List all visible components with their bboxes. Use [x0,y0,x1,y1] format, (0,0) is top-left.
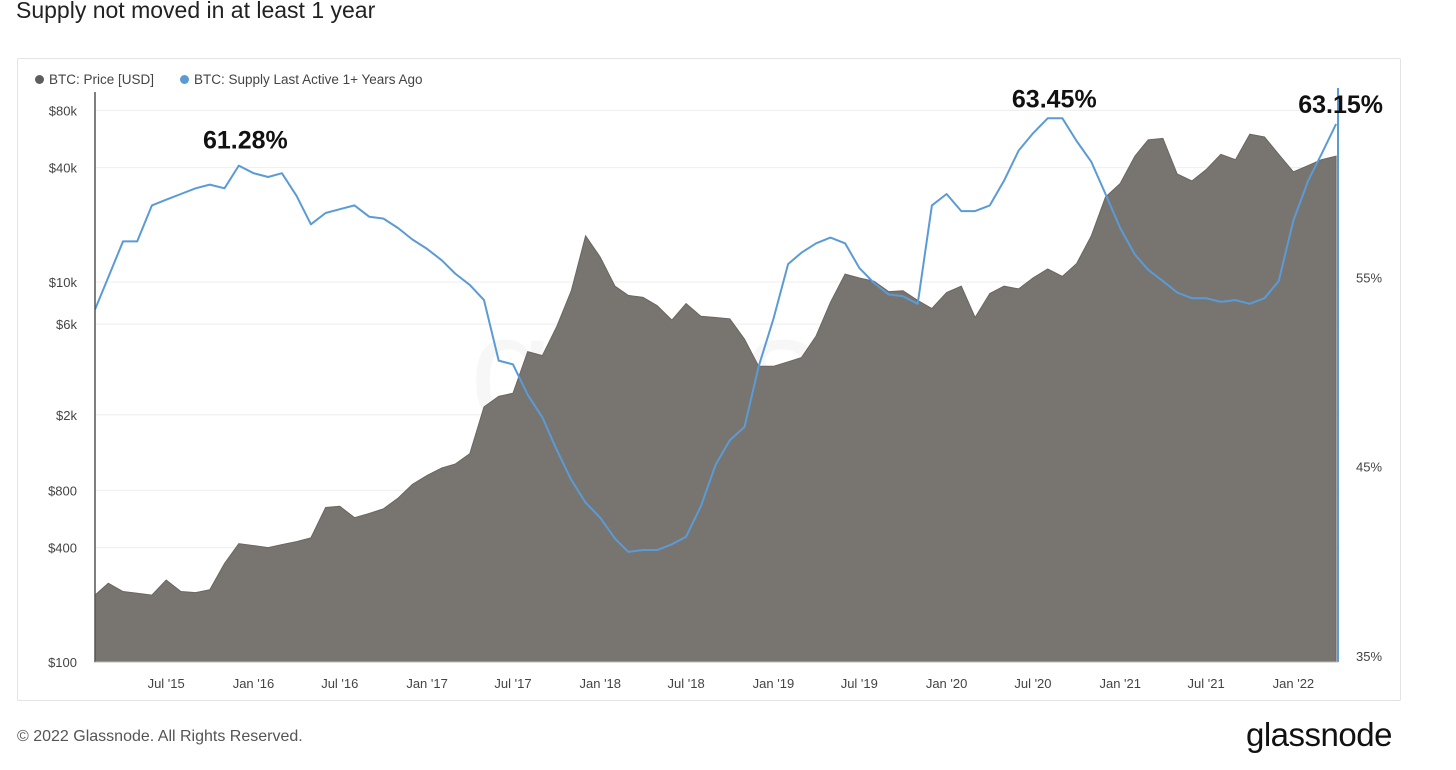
y-right-tick-label: 45% [1356,460,1382,475]
x-tick-label: Jan '16 [233,676,275,691]
page-title: Supply not moved in at least 1 year [16,0,376,23]
y-left-tick-label: $80k [49,103,78,118]
x-tick-label: Jul '20 [1014,676,1051,691]
x-tick-label: Jul '19 [841,676,878,691]
y-left-tick-label: $100 [48,655,77,670]
legend-label-supply: BTC: Supply Last Active 1+ Years Ago [194,72,423,87]
y-left-tick-label: $800 [48,483,77,498]
x-tick-label: Jan '19 [753,676,795,691]
legend-dot-price [35,75,44,84]
y-left-tick-label: $6k [56,317,77,332]
x-tick-label: Jan '22 [1273,676,1315,691]
x-tick-label: Jan '17 [406,676,448,691]
price-area-series [94,133,1337,663]
y-left-tick-label: $10k [49,275,78,290]
copyright-notice: © 2022 Glassnode. All Rights Reserved. [17,728,303,745]
legend-label-price: BTC: Price [USD] [49,72,155,87]
supply-line-series [94,117,1337,553]
x-tick-label: Jan '21 [1099,676,1141,691]
y-left-tick-label: $400 [48,541,77,556]
x-tick-label: Jan '20 [926,676,968,691]
x-tick-label: Jan '18 [580,676,622,691]
y-right-tick-label: 35% [1356,649,1382,664]
legend-item-supply[interactable]: BTC: Supply Last Active 1+ Years Ago [180,72,423,87]
legend-dot-supply [180,75,190,84]
y-left-tick-label: $40k [49,161,78,176]
x-tick-label: Jul '21 [1188,676,1225,691]
legend-item-price[interactable]: BTC: Price [USD] [35,72,154,87]
y-right-tick-label: 55% [1356,270,1382,285]
annotation-label-0: 61.28% [203,126,288,154]
y-left-tick-label: $2k [56,408,77,423]
glassnode-logo: glassnode [1246,716,1392,753]
chart-legend: BTC: Price [USD] BTC: Supply Last Active… [35,72,423,87]
annotation-label-2: 63.15% [1298,91,1383,119]
annotation-label-1: 63.45% [1012,85,1097,113]
x-tick-label: Jul '15 [148,676,185,691]
x-tick-label: Jul '18 [668,676,705,691]
x-tick-label: Jul '16 [321,676,358,691]
x-tick-label: Jul '17 [494,676,531,691]
chart-plot: glassnode $100$400$800$2k$6k$10k$40k$80k… [48,85,1383,691]
